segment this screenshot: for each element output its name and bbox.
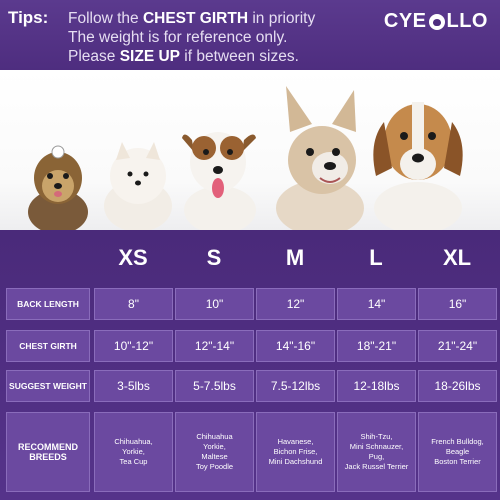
table-cell: Shih-Tzu, Mini Schnauzer, Pug, Jack Russ… xyxy=(337,412,416,492)
jack-russell-dog-image xyxy=(182,132,256,230)
table-cell: 5-7.5lbs xyxy=(175,370,254,402)
table-cell: French Bulldog, Beagle Boston Terrier xyxy=(418,412,497,492)
table-cell: Chihuahua Yorkie, Maltese Toy Poodle xyxy=(175,412,254,492)
tips-line-3-post: if between sizes. xyxy=(180,48,299,65)
tips-line-1: Follow the CHEST GIRTH in priority xyxy=(68,9,315,28)
paw-icon xyxy=(428,13,445,30)
french-bulldog-dog-image xyxy=(276,86,364,230)
pomeranian-dog-image xyxy=(104,142,172,230)
brand-logo: CYE LLO xyxy=(384,10,488,33)
table-cell: 8" xyxy=(94,288,173,320)
size-header-s: S xyxy=(206,245,222,270)
table-cell: 12"-14" xyxy=(175,330,254,362)
tips-label: Tips: xyxy=(8,8,49,27)
yorkie-dog-image xyxy=(28,145,88,230)
beagle-dog-image xyxy=(373,102,463,230)
tips-line-3: Please SIZE UP if between sizes. xyxy=(68,47,315,66)
dogs-photo xyxy=(0,70,500,230)
tips-text: Follow the CHEST GIRTH in priority The w… xyxy=(68,9,315,66)
table-cell: 10"-12" xyxy=(94,330,173,362)
table-cell: 7.5-12lbs xyxy=(256,370,335,402)
row-label: BACK LENGTH xyxy=(6,288,90,320)
table-cell: 18-26lbs xyxy=(418,370,497,402)
table-cell: 21"-24" xyxy=(418,330,497,362)
tips-line-3-pre: Please xyxy=(68,48,120,65)
table-cell: 12" xyxy=(256,288,335,320)
size-header-l: L xyxy=(369,245,383,270)
table-cell: 14" xyxy=(337,288,416,320)
table-cell: 12-18lbs xyxy=(337,370,416,402)
table-cell: 14"-16" xyxy=(256,330,335,362)
tips-line-1-bold: CHEST GIRTH xyxy=(142,10,249,27)
table-cell: 18"-21" xyxy=(337,330,416,362)
size-header-xl: XL xyxy=(442,245,472,270)
tips-line-1-pre: Follow the xyxy=(68,10,143,27)
table-cell: 3-5lbs xyxy=(94,370,173,402)
row-label: RECOMMEND BREEDS xyxy=(6,412,90,492)
tips-line-2: The weight is for reference only. xyxy=(68,29,288,46)
table-cell: Havanese, Bichon Frise, Mini Dachshund xyxy=(256,412,335,492)
brand-logo-right: LLO xyxy=(446,10,488,32)
table-cell: 10" xyxy=(175,288,254,320)
table-cell: 16" xyxy=(418,288,497,320)
tips-banner: Tips: Follow the CHEST GIRTH in priority… xyxy=(0,0,500,70)
tips-line-3-bold: SIZE UP xyxy=(119,48,180,65)
table-cell: Chihuahua, Yorkie, Tea Cup xyxy=(94,412,173,492)
row-label: CHEST GIRTH xyxy=(6,330,90,362)
row-label: SUGGEST WEIGHT xyxy=(6,370,90,402)
size-header-m: M xyxy=(285,245,305,270)
size-header-xs: XS xyxy=(118,245,148,270)
tips-line-1-post: in priority xyxy=(248,10,316,27)
brand-logo-left: CYE xyxy=(383,10,427,32)
